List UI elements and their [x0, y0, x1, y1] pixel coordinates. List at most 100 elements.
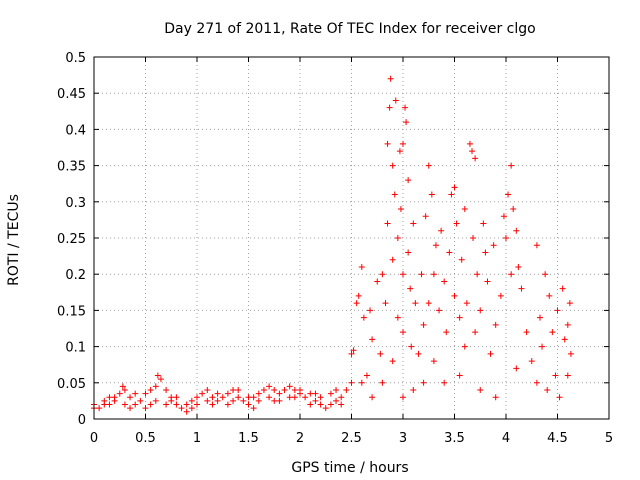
- x-tick-label: 0: [90, 431, 98, 446]
- data-point: [446, 249, 453, 256]
- data-point: [194, 394, 200, 401]
- data-point: [400, 394, 406, 401]
- data-point: [490, 242, 497, 249]
- data-point: [147, 387, 154, 394]
- data-point: [379, 271, 386, 278]
- data-point: [132, 390, 139, 397]
- y-tick-label: 0.05: [57, 377, 86, 392]
- data-point: [451, 184, 458, 191]
- data-point: [410, 220, 417, 227]
- data-point: [235, 394, 242, 401]
- data-point: [400, 271, 406, 278]
- data-point: [425, 300, 432, 307]
- data-point: [281, 387, 288, 394]
- data-point: [183, 401, 190, 408]
- data-point: [353, 300, 360, 307]
- data-point: [533, 242, 540, 249]
- data-point: [477, 307, 484, 314]
- data-point: [127, 394, 134, 401]
- data-point: [152, 383, 159, 390]
- y-tick-label: 0.45: [57, 87, 86, 102]
- data-point: [369, 336, 376, 343]
- y-tick-label: 0.4: [65, 123, 86, 138]
- data-point: [556, 394, 563, 401]
- data-point: [432, 242, 439, 249]
- data-point: [348, 350, 355, 357]
- data-point: [515, 263, 522, 270]
- y-tick-label: 0.25: [57, 232, 86, 247]
- data-point: [566, 300, 573, 307]
- data-point: [420, 379, 427, 386]
- data-point: [487, 350, 494, 357]
- data-point: [382, 300, 389, 307]
- data-point: [420, 321, 427, 328]
- data-point: [513, 365, 520, 372]
- data-point: [152, 397, 159, 404]
- data-point: [286, 383, 293, 390]
- data-point: [343, 387, 350, 394]
- data-point: [235, 387, 242, 394]
- data-point: [412, 300, 419, 307]
- data-point: [492, 394, 499, 401]
- data-point: [271, 387, 278, 394]
- x-tick-label: 0.5: [135, 431, 156, 446]
- data-point: [111, 397, 118, 404]
- data-point: [389, 162, 396, 169]
- y-tick-label: 0.5: [65, 51, 86, 66]
- data-point: [250, 394, 257, 401]
- data-point: [276, 390, 283, 397]
- data-point: [544, 387, 551, 394]
- data-point: [539, 343, 546, 350]
- data-point: [266, 383, 273, 390]
- data-point: [333, 387, 340, 394]
- data-point: [400, 140, 406, 147]
- data-point: [397, 206, 404, 213]
- data-point: [260, 387, 267, 394]
- data-point: [358, 263, 365, 270]
- data-point: [394, 235, 401, 241]
- data-point: [448, 191, 455, 198]
- data-point: [360, 314, 367, 321]
- y-axis-label: ROTI / TECUs: [6, 194, 22, 286]
- data-point: [374, 278, 381, 285]
- data-point: [386, 104, 393, 111]
- data-point: [271, 397, 278, 404]
- data-point: [400, 329, 406, 336]
- data-point: [250, 405, 257, 412]
- data-point: [119, 383, 126, 390]
- data-point: [322, 405, 329, 412]
- data-point: [456, 372, 463, 379]
- data-point: [392, 97, 399, 104]
- data-point: [96, 405, 103, 412]
- data-point: [338, 401, 345, 408]
- x-tick-label: 5: [605, 431, 613, 446]
- data-point: [542, 271, 549, 278]
- data-point: [219, 394, 226, 401]
- x-tick-label: 4: [502, 431, 510, 446]
- x-tick-label: 4.5: [547, 431, 568, 446]
- grid: [94, 57, 609, 419]
- data-point: [389, 256, 396, 263]
- data-point: [503, 235, 509, 241]
- y-tick-label: 0: [78, 413, 86, 428]
- data-point: [469, 148, 476, 155]
- data-point: [116, 390, 123, 397]
- x-tick-label: 1: [193, 431, 201, 446]
- chart-title: Day 271 of 2011, Rate Of TEC Index for r…: [164, 21, 535, 37]
- data-point: [508, 271, 515, 278]
- data-point: [492, 321, 499, 328]
- data-point: [394, 314, 401, 321]
- x-tick-label: 2: [296, 431, 304, 446]
- data-point: [441, 379, 448, 386]
- data-point: [453, 220, 460, 227]
- data-point: [142, 390, 149, 397]
- y-tick-label: 0.3: [65, 196, 86, 211]
- data-point: [461, 343, 468, 350]
- data-point: [384, 140, 391, 147]
- y-tick-label: 0.35: [57, 160, 86, 175]
- data-point: [106, 401, 113, 408]
- data-point: [428, 191, 435, 198]
- data-point: [425, 162, 432, 169]
- data-point: [255, 390, 262, 397]
